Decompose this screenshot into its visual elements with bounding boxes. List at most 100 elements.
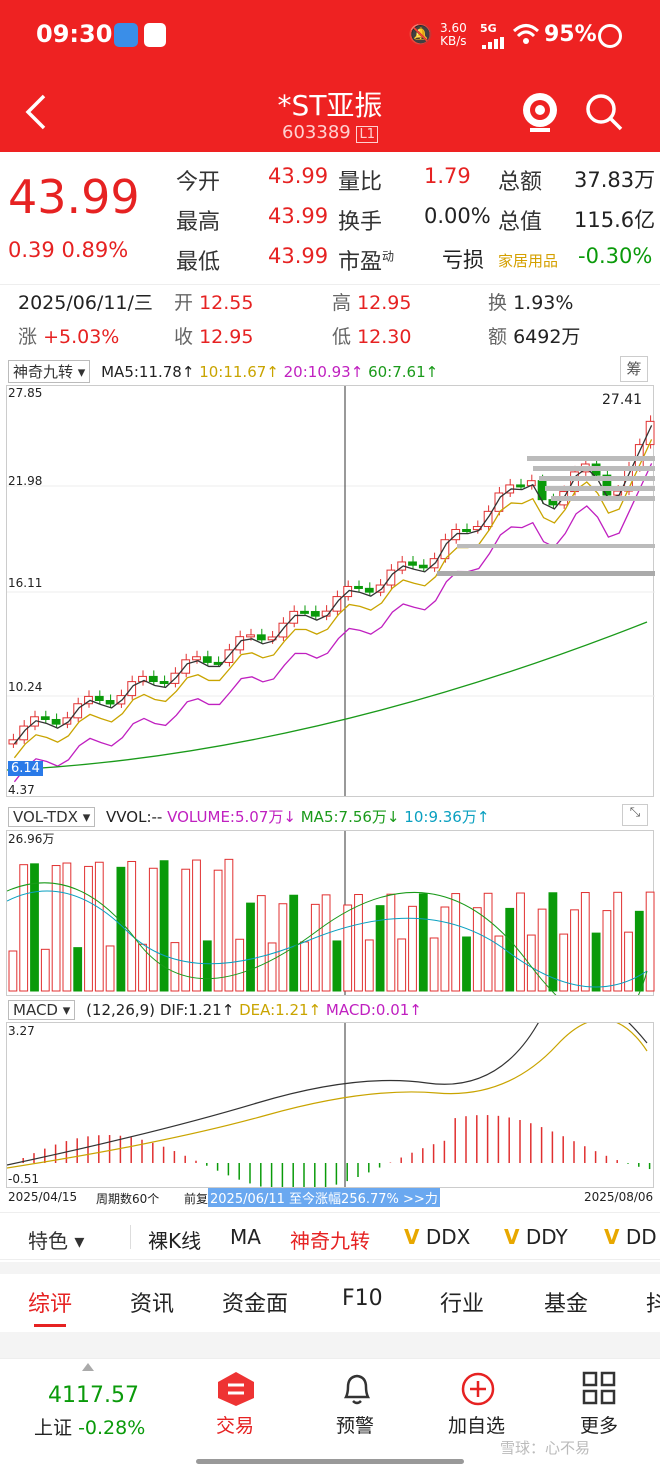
tab-ma[interactable]: MA — [230, 1225, 261, 1249]
volume-selector[interactable]: VOL-TDX ▾ — [8, 807, 96, 827]
tab-magic-nine[interactable]: 神奇九转 — [290, 1229, 370, 1253]
tab-ddy[interactable]: V DDY — [504, 1225, 568, 1249]
tab-bare-k[interactable]: 裸K线 — [148, 1229, 202, 1253]
axis-end: 2025/08/06 — [584, 1190, 654, 1204]
add-watch-icon[interactable] — [460, 1371, 496, 1411]
volume-bar — [51, 865, 61, 992]
kline-chart[interactable] — [6, 385, 655, 797]
trade-icon[interactable] — [216, 1371, 256, 1407]
volume-bar — [548, 892, 558, 992]
volume-bar — [375, 905, 385, 992]
tab-capital[interactable]: 资金面 — [222, 1292, 289, 1317]
quote-label: 市盈动 — [338, 249, 395, 275]
candle — [8, 739, 18, 745]
volume-bar — [494, 935, 504, 992]
nav-trade[interactable]: 交易 — [216, 1415, 255, 1437]
volume-bar — [105, 945, 115, 992]
tab-dd[interactable]: V DD — [604, 1225, 657, 1249]
tab-fund[interactable]: 基金 — [544, 1292, 589, 1317]
wallet-icon — [144, 23, 166, 47]
day-open: 开 12.55 — [174, 292, 254, 314]
stock-title: *ST亚振 — [277, 89, 383, 122]
stock-code: 603389 L1 — [0, 122, 660, 143]
expand-icon[interactable]: ⤡ — [622, 804, 648, 826]
quote-label: 量比 — [338, 170, 383, 195]
chip-bar — [545, 486, 655, 491]
volume-bar — [224, 858, 234, 992]
candle — [84, 695, 93, 705]
tab-f10[interactable]: F10 — [342, 1286, 383, 1311]
volume-bar — [235, 938, 245, 992]
volume-bar — [289, 894, 299, 992]
tab-industry[interactable]: 行业 — [440, 1292, 485, 1317]
volume-bar — [624, 931, 633, 992]
nav-alert[interactable]: 预警 — [336, 1415, 375, 1437]
volume-bar — [148, 867, 158, 992]
candle — [192, 656, 201, 661]
volume-bar — [256, 895, 266, 992]
axis-period: 周期数60个 — [96, 1192, 160, 1206]
candle — [386, 569, 396, 586]
kline-ylabel-3: 10.24 — [8, 680, 43, 694]
chip-button[interactable]: 筹 — [620, 356, 648, 382]
volume-bar — [192, 859, 201, 992]
candle — [494, 492, 504, 512]
content-tabs: 综评 资讯 资金面 F10 行业 基金 抖 — [0, 1274, 660, 1330]
chip-bar — [457, 544, 655, 548]
divider — [0, 284, 660, 285]
expand-up-icon[interactable] — [82, 1363, 94, 1371]
quote-label: 家居用品 — [498, 252, 559, 270]
volume-bar — [526, 934, 536, 992]
wifi-icon — [512, 22, 540, 50]
day-date: 2025/06/11/三 — [18, 292, 153, 314]
day-high: 高 12.95 — [332, 292, 412, 314]
index-info[interactable]: 上证 -0.28% — [34, 1417, 146, 1439]
ma-line — [13, 463, 653, 783]
tab-more[interactable]: 抖 — [646, 1292, 660, 1317]
battery-icon — [598, 24, 622, 48]
kline-selector[interactable]: 神奇九转 ▾ — [8, 360, 91, 383]
candle — [116, 695, 126, 705]
price-change: 0.39 0.89% — [8, 238, 129, 262]
macd-chart[interactable] — [6, 994, 654, 1191]
kline-min-label: 6.14 — [8, 761, 43, 776]
tab-overview[interactable]: 综评 — [28, 1292, 73, 1317]
quote-value: 1.79 — [424, 164, 471, 188]
tab-news[interactable]: 资讯 — [130, 1292, 175, 1317]
bell-icon[interactable] — [340, 1371, 374, 1411]
candle — [159, 681, 169, 685]
volume-bar — [645, 891, 655, 992]
volume-bar — [202, 940, 212, 992]
volume-bar — [19, 864, 29, 992]
volume-bar — [127, 860, 137, 992]
nav-add-watch[interactable]: 加自选 — [448, 1415, 506, 1437]
back-icon[interactable] — [22, 92, 50, 136]
quote-value: 43.99 — [268, 204, 329, 228]
network-label: 5G — [480, 22, 497, 35]
volume-bar — [278, 903, 288, 992]
volume-bar — [602, 910, 612, 992]
range-gain-link[interactable]: 2025/06/11 至今涨幅256.77% >>力 — [208, 1188, 440, 1207]
quote-label: 最高 — [176, 210, 221, 235]
candle — [408, 561, 417, 566]
volume-bar — [397, 938, 407, 992]
grid-icon[interactable] — [582, 1371, 616, 1409]
kline-header: 神奇九转 ▾ MA5:11.78↑ 10:11.67↑ 20:10.93↑ 60… — [8, 360, 438, 383]
candle — [300, 610, 309, 614]
feature-selector[interactable]: 特色 ▾ — [28, 1229, 85, 1253]
nav-more[interactable]: 更多 — [580, 1415, 619, 1437]
kline-ylabel-4: 4.37 — [8, 783, 35, 797]
volume-chart[interactable] — [6, 830, 655, 1025]
volume-bar — [634, 910, 644, 992]
candle — [105, 700, 115, 705]
search-icon[interactable] — [584, 92, 624, 136]
kline-ylabel-1: 21.98 — [8, 474, 43, 488]
volume-bar — [181, 868, 191, 992]
candle — [418, 564, 428, 569]
volume-bar — [429, 937, 439, 992]
macd-selector[interactable]: MACD ▾ — [8, 1000, 76, 1020]
tab-ddx[interactable]: V DDX — [404, 1225, 471, 1249]
volume-bar — [246, 902, 255, 992]
volume-top-label: 26.96万 — [8, 832, 55, 846]
robot-icon[interactable] — [520, 90, 560, 138]
